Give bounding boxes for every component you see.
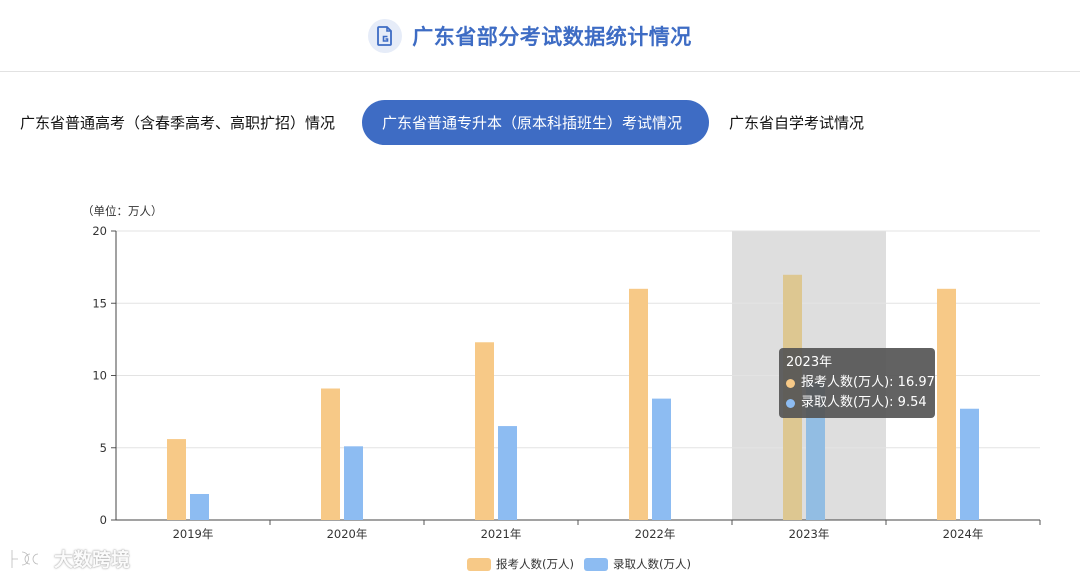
y-tick-label: 0 [100,513,107,527]
x-tick-label: 2022年 [635,527,676,540]
page-title: 广东省部分考试数据统计情况 [412,24,692,49]
x-tick-label: 2020年 [327,527,368,540]
bar-applicants [167,439,186,520]
tooltip-value: 9.54 [897,395,927,410]
tab-gaokao[interactable]: 广东省普通高考（含春季高考、高职扩招）情况 [20,114,336,132]
watermark-text: 大数跨境 [54,549,131,571]
document-icon [368,18,403,53]
bar-admitted [190,493,209,520]
watermark-logo-icon [10,548,40,569]
y-tick-label: 15 [92,296,107,310]
legend-item-applicants[interactable]: 报考人数(万人) [467,556,574,572]
y-unit-label: （单位：万人） [82,204,163,218]
chart-tooltip: 2023年 报考人数(万人): 16.97 录取人数(万人): 9.54 [779,348,935,418]
tooltip-row-admitted: 录取人数(万人): 9.54 [786,393,928,413]
x-tick-label: 2024年 [943,527,984,540]
tooltip-label: 录取人数(万人): [801,395,894,410]
x-tick-label: 2019年 [173,527,214,540]
legend-label: 报考人数(万人) [496,557,574,571]
bar-applicants [629,288,648,520]
legend-swatch [584,557,608,571]
chart-legend: 报考人数(万人) 录取人数(万人) [0,556,1080,576]
tooltip-row-applicants: 报考人数(万人): 16.97 [786,373,935,393]
bar-applicants [321,388,340,520]
tab-zhuanshengben[interactable]: 广东省普通专升本（原本科插班生）考试情况 [362,100,709,145]
y-tick-label: 20 [92,224,107,238]
bar-admitted [960,408,979,520]
x-tick-label: 2021年 [481,527,522,540]
bar-admitted [344,446,363,520]
legend-swatch [467,557,491,571]
admitted-dot-icon [786,398,795,408]
page-header: 广东省部分考试数据统计情况 [0,0,1080,72]
legend-item-admitted[interactable]: 录取人数(万人) [584,556,691,572]
x-tick-label: 2023年 [789,527,830,540]
y-tick-label: 10 [92,369,107,383]
bar-admitted [652,398,671,520]
tooltip-title: 2023年 [786,355,833,370]
tab-zixue[interactable]: 广东省自学考试情况 [729,114,865,132]
bar-applicants [937,288,956,520]
bar-admitted [498,426,517,520]
tooltip-value: 16.97 [897,375,935,390]
tab-bar: 广东省普通高考（含春季高考、高职扩招）情况 广东省普通专升本（原本科插班生）考试… [0,100,1080,145]
legend-label: 录取人数(万人) [613,557,691,571]
bar-applicants [475,342,494,520]
tooltip-label: 报考人数(万人): [801,375,894,390]
watermark: 大数跨境 [8,545,130,572]
y-tick-label: 5 [100,441,107,455]
applicants-dot-icon [786,378,795,388]
